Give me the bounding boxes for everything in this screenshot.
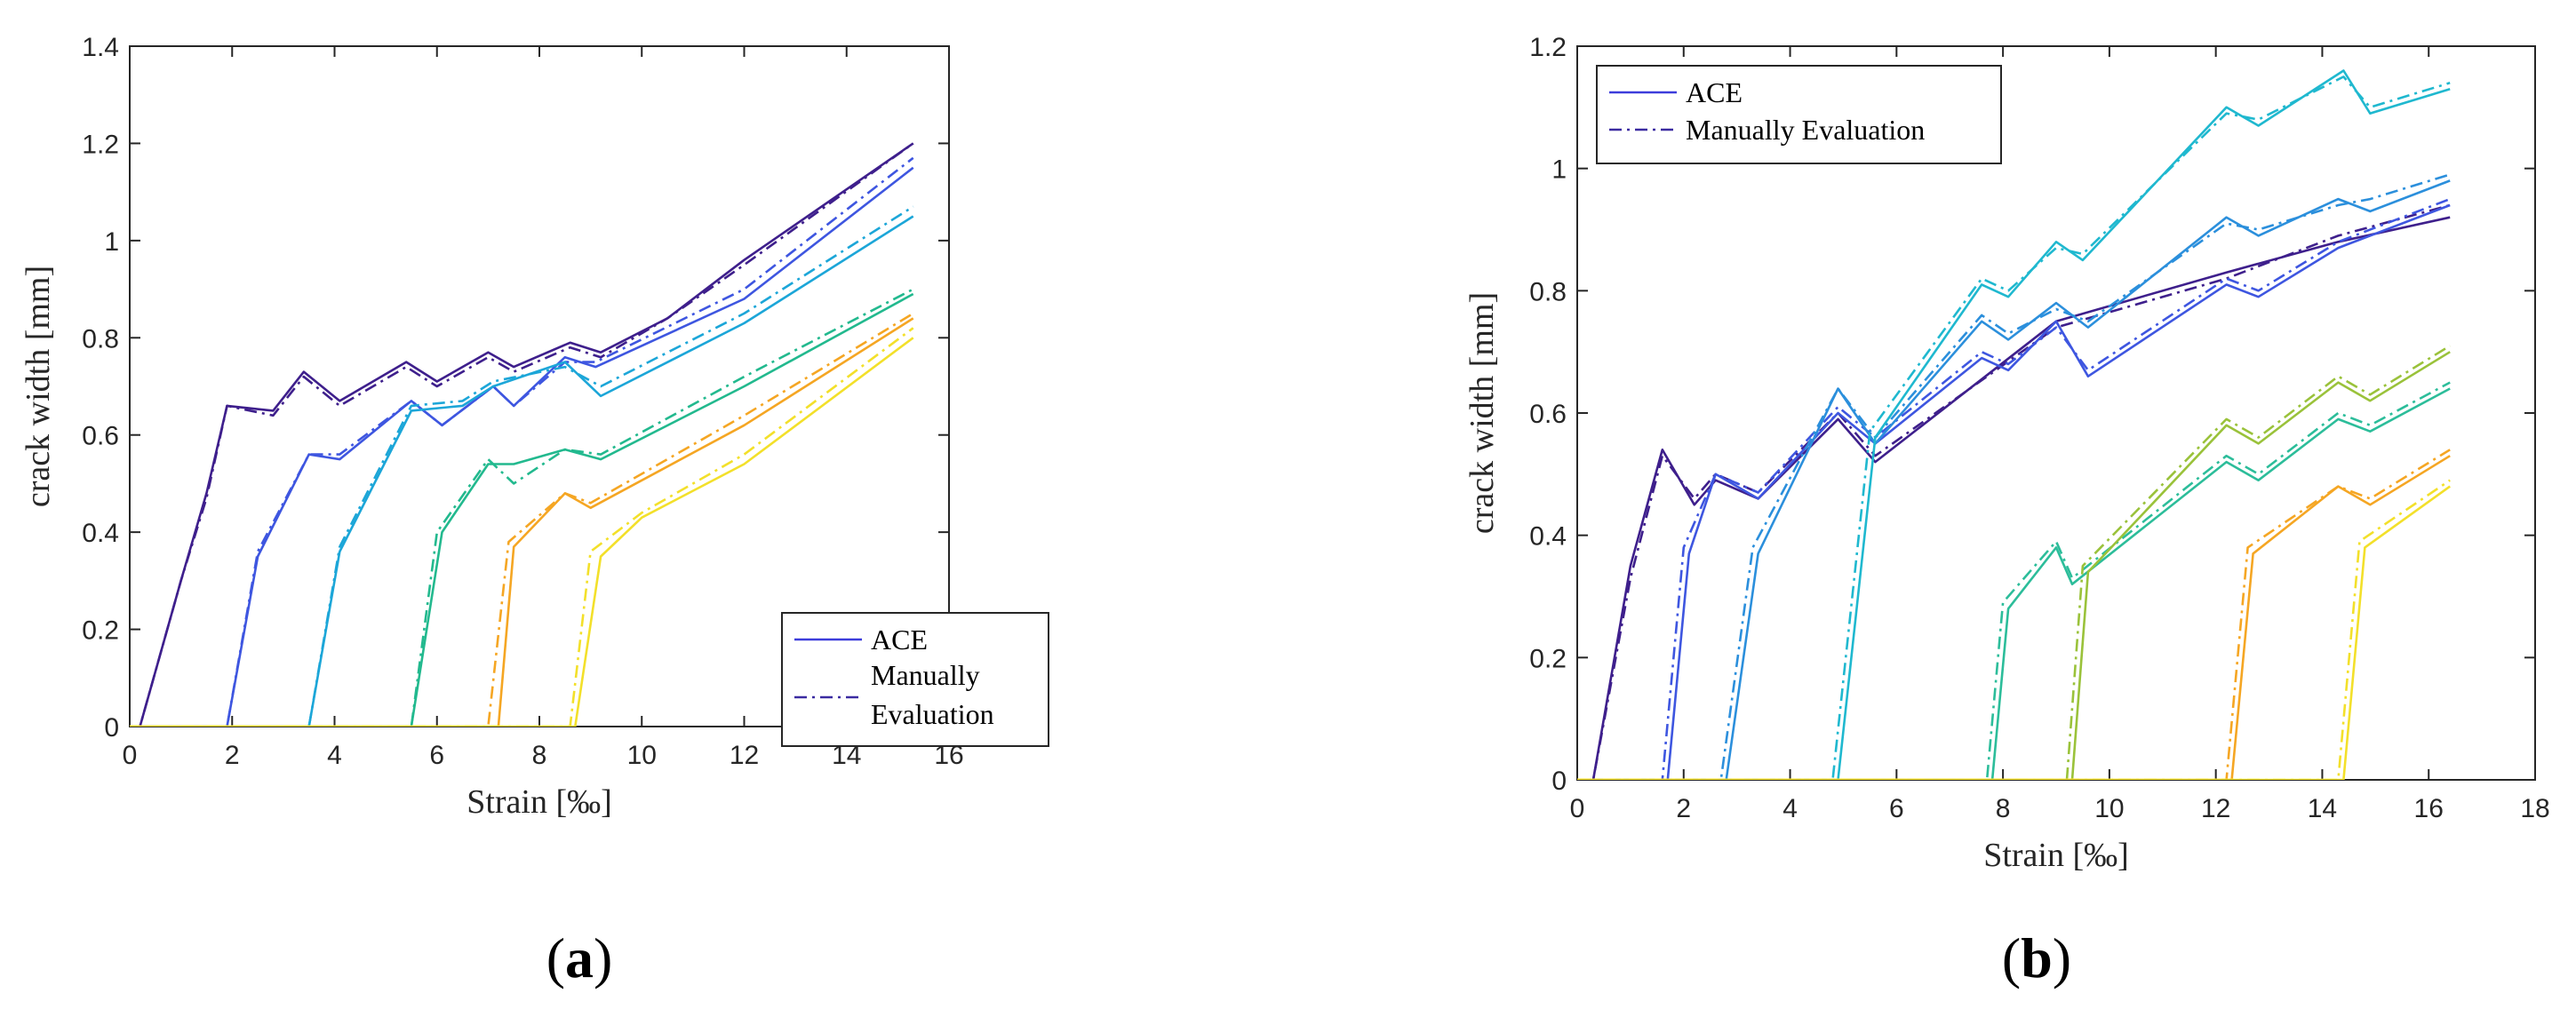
series-line-3-manual xyxy=(1577,197,2451,780)
y-tick-label: 1 xyxy=(104,227,119,257)
series-line-7-manual xyxy=(130,288,914,727)
y-tick-label: 1.2 xyxy=(1529,33,1567,62)
y-tick-label: 0.2 xyxy=(1529,644,1567,673)
legend-label: ACE xyxy=(1686,76,1743,108)
panel-label: (b) xyxy=(2002,926,2071,989)
chart-b: 0 2 4 6 8 10 12 14 16 18 0 0.2 0.4 0.6 0.8 1 1.2 Strain [… xyxy=(1463,33,2550,989)
y-tick-label: 0.2 xyxy=(82,616,119,646)
series-line-1-manual xyxy=(130,142,914,727)
series-line-0-ace xyxy=(130,142,914,727)
series-line-2-ace xyxy=(1577,203,2451,780)
x-tick-label: 10 xyxy=(2094,794,2124,823)
series-line-5-manual xyxy=(1577,173,2451,780)
x-tick-label: 4 xyxy=(327,741,342,770)
series-line-5-manual xyxy=(130,205,914,727)
legend: ACE Manually Evaluation xyxy=(781,612,1049,747)
x-tick-label: 12 xyxy=(2201,794,2230,823)
x-tick-label: 4 xyxy=(1782,794,1798,823)
series-line-10-ace xyxy=(1577,351,2451,780)
y-tick-label: 1.2 xyxy=(82,130,119,159)
y-tick-label: 0.4 xyxy=(1529,522,1567,552)
x-tick-label: 6 xyxy=(1889,794,1904,823)
x-tick-label: 8 xyxy=(1996,794,2011,823)
legend-label: ACE xyxy=(871,624,928,655)
x-axis-label: Strain [‰] xyxy=(1983,837,2129,874)
x-tick-label: 18 xyxy=(2520,794,2549,823)
x-tick-label: 16 xyxy=(2414,794,2444,823)
legend: ACE Manually Evaluation xyxy=(1596,65,2002,164)
x-tick-label: 2 xyxy=(1676,794,1691,823)
x-tick-label: 12 xyxy=(730,741,759,770)
y-tick-label: 0.6 xyxy=(82,422,119,451)
series-line-6-ace xyxy=(130,292,914,727)
legend-label: Manually Evaluation xyxy=(1686,114,1925,146)
series-line-14-ace xyxy=(1577,485,2451,780)
x-tick-label: 0 xyxy=(1570,794,1585,823)
y-tick-label: 0.4 xyxy=(82,519,119,548)
x-tick-label: 6 xyxy=(429,741,444,770)
x-tick-label: 0 xyxy=(123,741,138,770)
series-line-12-ace xyxy=(1577,455,2451,780)
series-line-8-ace xyxy=(1577,387,2451,780)
series-line-15-manual xyxy=(1577,479,2451,780)
x-tick-label: 14 xyxy=(2308,794,2337,823)
y-tick-label: 0.8 xyxy=(82,324,119,354)
series-line-7-manual xyxy=(1577,75,2451,780)
y-tick-label: 1.4 xyxy=(82,33,119,62)
x-tick-label: 10 xyxy=(627,741,657,770)
legend-box xyxy=(781,612,1049,747)
legend-label: Manually xyxy=(871,659,980,691)
series-line-3-manual xyxy=(130,156,914,727)
series-line-11-manual xyxy=(1577,345,2451,780)
y-axis-label: crack width [mm] xyxy=(20,266,57,507)
series-line-9-manual xyxy=(1577,381,2451,780)
plot-area xyxy=(1577,69,2451,780)
panel-label: (a) xyxy=(546,926,613,989)
series-line-4-ace xyxy=(1577,179,2451,780)
x-axis-label: Strain [‰] xyxy=(467,783,612,821)
legend-box xyxy=(1596,65,2002,164)
plot-area xyxy=(130,142,914,727)
chart-a: 0 2 4 6 8 10 12 14 1600.20.40.60.811.21.4Strain … xyxy=(20,33,1049,989)
x-tick-label: 8 xyxy=(532,741,547,770)
series-line-11-manual xyxy=(130,327,914,727)
y-tick-label: 0.8 xyxy=(1529,277,1567,306)
y-tick-label: 1 xyxy=(1551,155,1567,185)
legend-label-cont: Evaluation xyxy=(871,698,994,730)
x-tick-label: 2 xyxy=(225,741,240,770)
series-line-6-ace xyxy=(1577,69,2451,780)
y-tick-label: 0.6 xyxy=(1529,400,1567,429)
series-line-10-ace xyxy=(130,337,914,727)
y-tick-label: 0 xyxy=(104,713,119,743)
y-tick-label: 0 xyxy=(1551,767,1567,796)
series-line-9-manual xyxy=(130,312,914,727)
series-line-13-manual xyxy=(1577,449,2451,780)
y-axis-label: crack width [mm] xyxy=(1463,292,1501,534)
